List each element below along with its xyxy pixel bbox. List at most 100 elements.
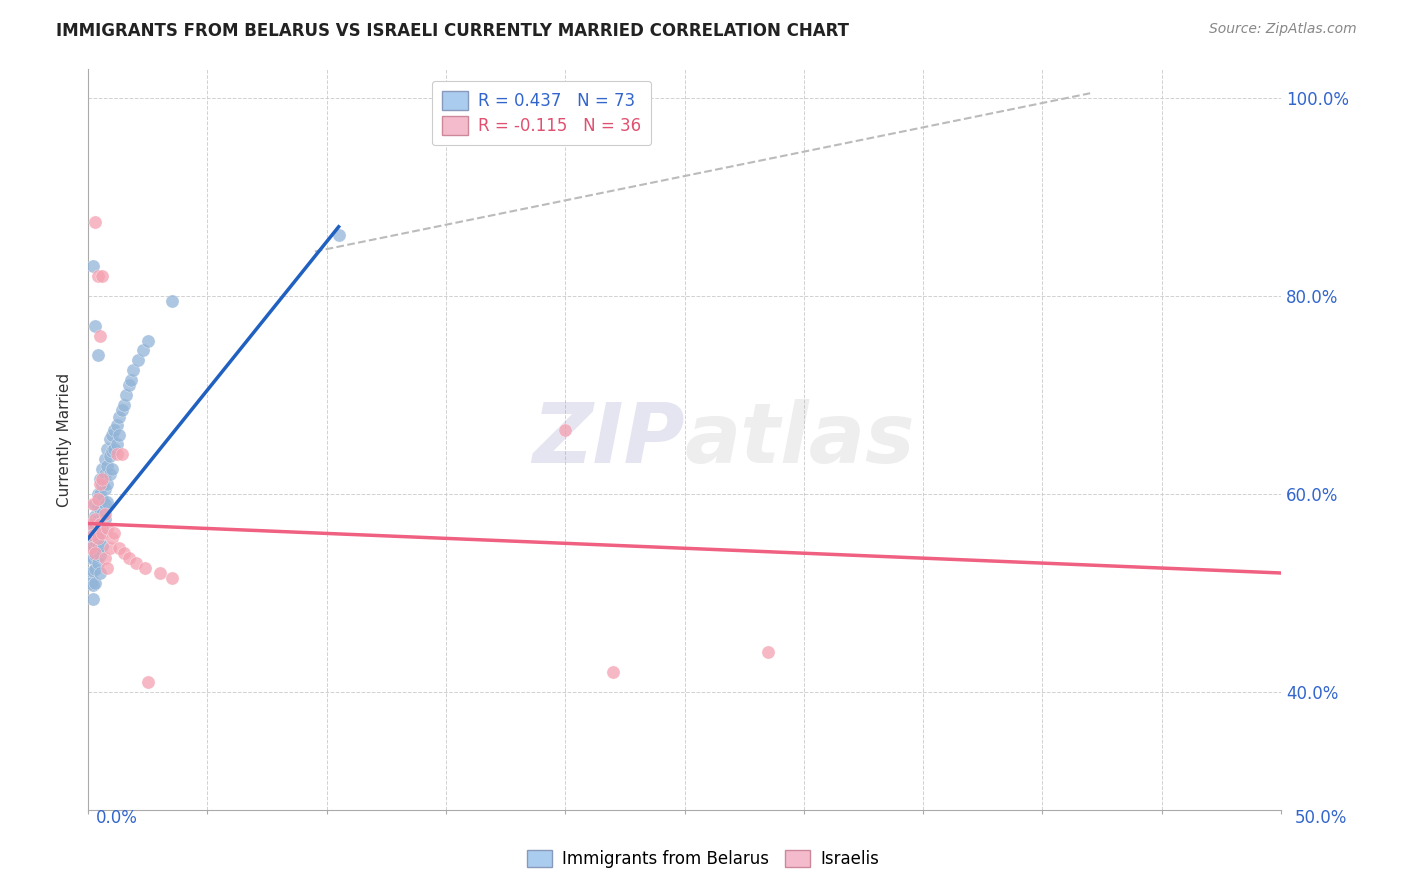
- Point: [149, 566, 172, 580]
- Point: [84, 508, 107, 523]
- Point: [101, 532, 124, 546]
- Point: [79, 541, 101, 556]
- Point: [86, 532, 108, 546]
- Point: [89, 472, 111, 486]
- Point: [108, 427, 131, 442]
- Point: [84, 534, 107, 549]
- Point: [110, 402, 132, 417]
- Point: [105, 417, 128, 432]
- Point: [89, 566, 111, 580]
- Point: [84, 546, 107, 560]
- Point: [120, 373, 142, 387]
- Point: [79, 516, 101, 531]
- Point: [84, 215, 107, 229]
- Point: [89, 487, 111, 501]
- Point: [79, 526, 101, 541]
- Point: [136, 334, 159, 348]
- Point: [554, 423, 576, 437]
- Point: [82, 260, 104, 274]
- Point: [112, 398, 135, 412]
- Point: [91, 526, 114, 541]
- Point: [105, 447, 128, 461]
- Point: [98, 467, 121, 481]
- Text: atlas: atlas: [685, 399, 915, 480]
- Point: [127, 353, 149, 368]
- Point: [94, 551, 117, 566]
- Point: [89, 477, 111, 491]
- Point: [86, 541, 108, 555]
- Legend: Immigrants from Belarus, Israelis: Immigrants from Belarus, Israelis: [520, 843, 886, 875]
- Point: [89, 548, 111, 562]
- Point: [132, 343, 155, 358]
- Point: [160, 571, 183, 585]
- Point: [125, 556, 148, 570]
- Point: [91, 472, 114, 486]
- Point: [89, 533, 111, 547]
- Point: [98, 433, 121, 447]
- Text: IMMIGRANTS FROM BELARUS VS ISRAELI CURRENTLY MARRIED CORRELATION CHART: IMMIGRANTS FROM BELARUS VS ISRAELI CURRE…: [56, 22, 849, 40]
- Point: [84, 511, 107, 525]
- Point: [82, 526, 104, 541]
- Point: [86, 487, 108, 501]
- Point: [86, 499, 108, 513]
- Point: [101, 427, 124, 442]
- Y-axis label: Currently Married: Currently Married: [58, 372, 72, 507]
- Point: [96, 561, 118, 575]
- Point: [602, 665, 624, 679]
- Text: 0.0%: 0.0%: [96, 809, 138, 827]
- Point: [118, 378, 141, 392]
- Text: ZIP: ZIP: [531, 399, 685, 480]
- Text: 50.0%: 50.0%: [1295, 809, 1347, 827]
- Point: [89, 516, 111, 531]
- Point: [91, 523, 114, 537]
- Point: [98, 541, 121, 556]
- Point: [98, 450, 121, 464]
- Point: [79, 538, 101, 552]
- Point: [84, 548, 107, 562]
- Point: [91, 507, 114, 521]
- Point: [82, 551, 104, 566]
- Point: [94, 497, 117, 511]
- Point: [79, 566, 101, 580]
- Point: [101, 444, 124, 458]
- Text: Source: ZipAtlas.com: Source: ZipAtlas.com: [1209, 22, 1357, 37]
- Point: [756, 645, 779, 659]
- Point: [84, 575, 107, 590]
- Point: [110, 447, 132, 461]
- Point: [89, 501, 111, 516]
- Point: [134, 561, 156, 575]
- Point: [101, 462, 124, 476]
- Point: [96, 495, 118, 509]
- Point: [91, 269, 114, 284]
- Point: [89, 516, 111, 531]
- Point: [96, 459, 118, 474]
- Point: [84, 562, 107, 576]
- Point: [103, 423, 125, 437]
- Point: [82, 538, 104, 552]
- Point: [112, 546, 135, 560]
- Point: [86, 348, 108, 362]
- Point: [94, 452, 117, 467]
- Point: [122, 363, 145, 377]
- Point: [91, 477, 114, 491]
- Point: [91, 462, 114, 476]
- Point: [115, 388, 138, 402]
- Point: [82, 497, 104, 511]
- Point: [136, 674, 159, 689]
- Point: [118, 551, 141, 566]
- Point: [96, 442, 118, 457]
- Point: [82, 564, 104, 578]
- Point: [82, 591, 104, 606]
- Point: [79, 575, 101, 590]
- Point: [108, 541, 131, 556]
- Point: [84, 318, 107, 333]
- Point: [108, 409, 131, 424]
- Point: [96, 477, 118, 491]
- Point: [160, 293, 183, 308]
- Point: [86, 491, 108, 506]
- Point: [328, 227, 350, 242]
- Point: [82, 528, 104, 542]
- Point: [86, 526, 108, 541]
- Point: [84, 497, 107, 511]
- Point: [96, 521, 118, 535]
